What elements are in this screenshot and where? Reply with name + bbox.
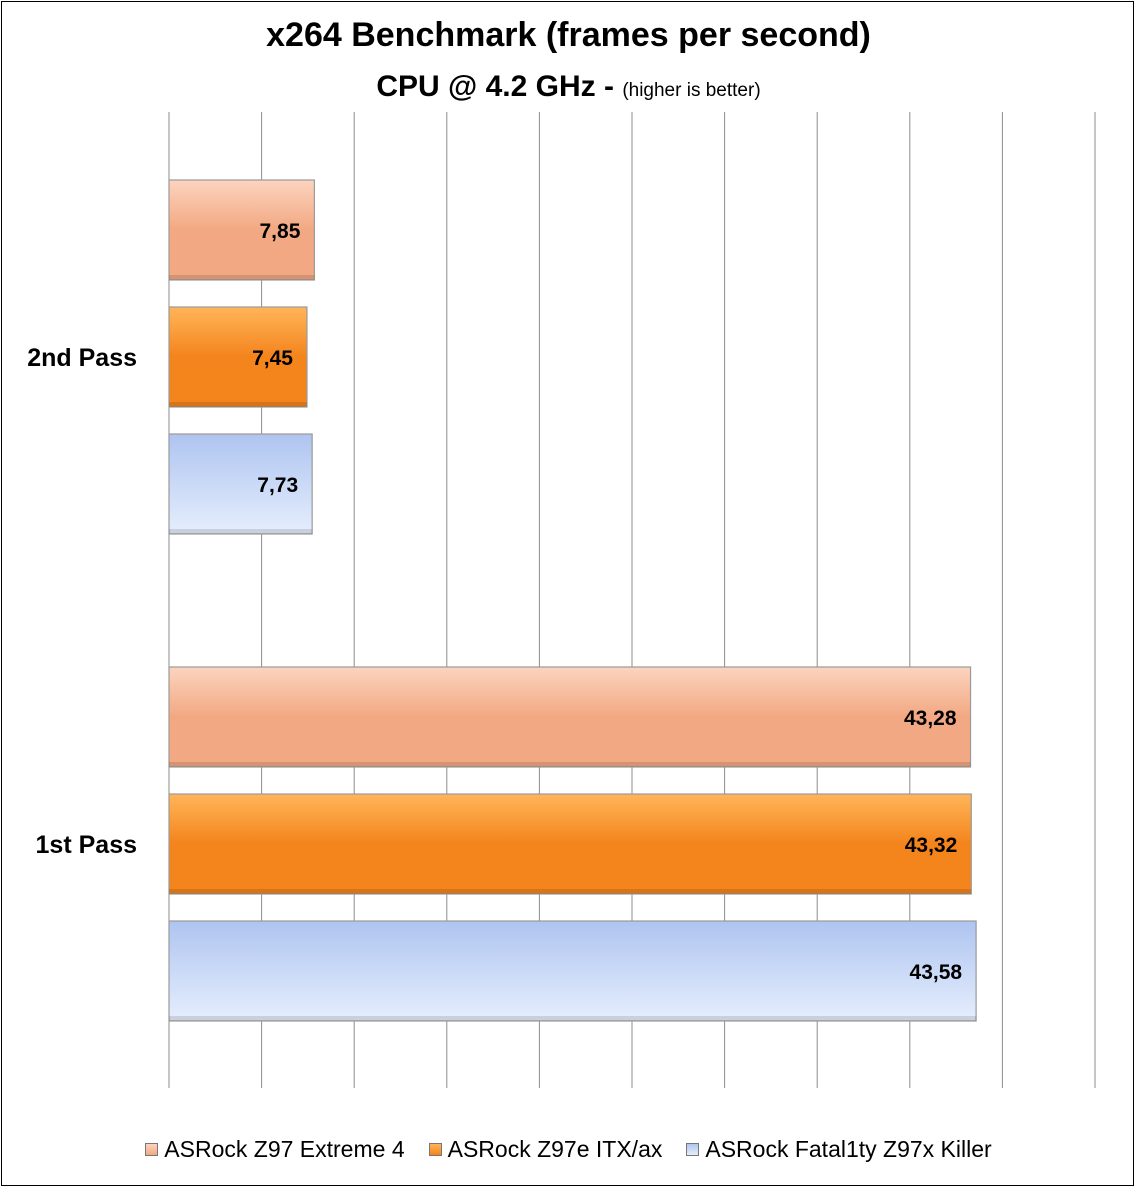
bar-bevel bbox=[169, 402, 307, 407]
legend-label: ASRock Z97e ITX/ax bbox=[447, 1136, 663, 1162]
chart-title: x264 Benchmark (frames per second) bbox=[266, 16, 871, 54]
category-label: 2nd Pass bbox=[27, 344, 137, 372]
data-label: 7,73 bbox=[257, 474, 298, 497]
bar bbox=[168, 306, 308, 408]
legend-swatch bbox=[428, 1143, 442, 1156]
data-label: 7,45 bbox=[252, 347, 293, 370]
legend-item: ASRock Z97e ITX/ax bbox=[428, 1136, 663, 1163]
bar bbox=[168, 666, 972, 768]
bar-bevel bbox=[169, 762, 971, 767]
legend-swatch bbox=[686, 1143, 700, 1156]
bar-bevel bbox=[169, 275, 315, 280]
chart-subtitle-note: (higher is better) bbox=[622, 80, 761, 101]
bar-bevel bbox=[169, 1016, 977, 1021]
bar bbox=[168, 179, 315, 281]
bar bbox=[168, 920, 977, 1022]
bar-bevel bbox=[169, 889, 972, 894]
legend-label: ASRock Z97 Extreme 4 bbox=[164, 1136, 405, 1162]
legend: ASRock Z97 Extreme 4 ASRock Z97e ITX/ax … bbox=[0, 1136, 1137, 1163]
category-labels: 2nd Pass 1st Pass bbox=[27, 344, 137, 859]
category-label: 1st Pass bbox=[36, 831, 137, 859]
bars: 7,85 7,45 7,73 43,28 43,32 43,58 bbox=[168, 179, 977, 1022]
data-label: 43,28 bbox=[904, 707, 957, 730]
chart-subtitle-main: CPU @ 4.2 GHz - bbox=[376, 70, 614, 103]
data-label: 43,58 bbox=[910, 961, 963, 984]
bar bbox=[168, 793, 972, 895]
data-label: 7,85 bbox=[260, 220, 301, 243]
data-label: 43,32 bbox=[905, 834, 958, 857]
bar-bevel bbox=[169, 529, 313, 534]
legend-swatch bbox=[145, 1143, 159, 1156]
legend-item: ASRock Z97 Extreme 4 bbox=[145, 1136, 405, 1163]
chart-subtitle: CPU @ 4.2 GHz - (higher is better) bbox=[0, 70, 1137, 104]
bar bbox=[168, 433, 313, 535]
legend-item: ASRock Fatal1ty Z97x Killer bbox=[686, 1136, 992, 1163]
legend-label: ASRock Fatal1ty Z97x Killer bbox=[705, 1136, 992, 1162]
